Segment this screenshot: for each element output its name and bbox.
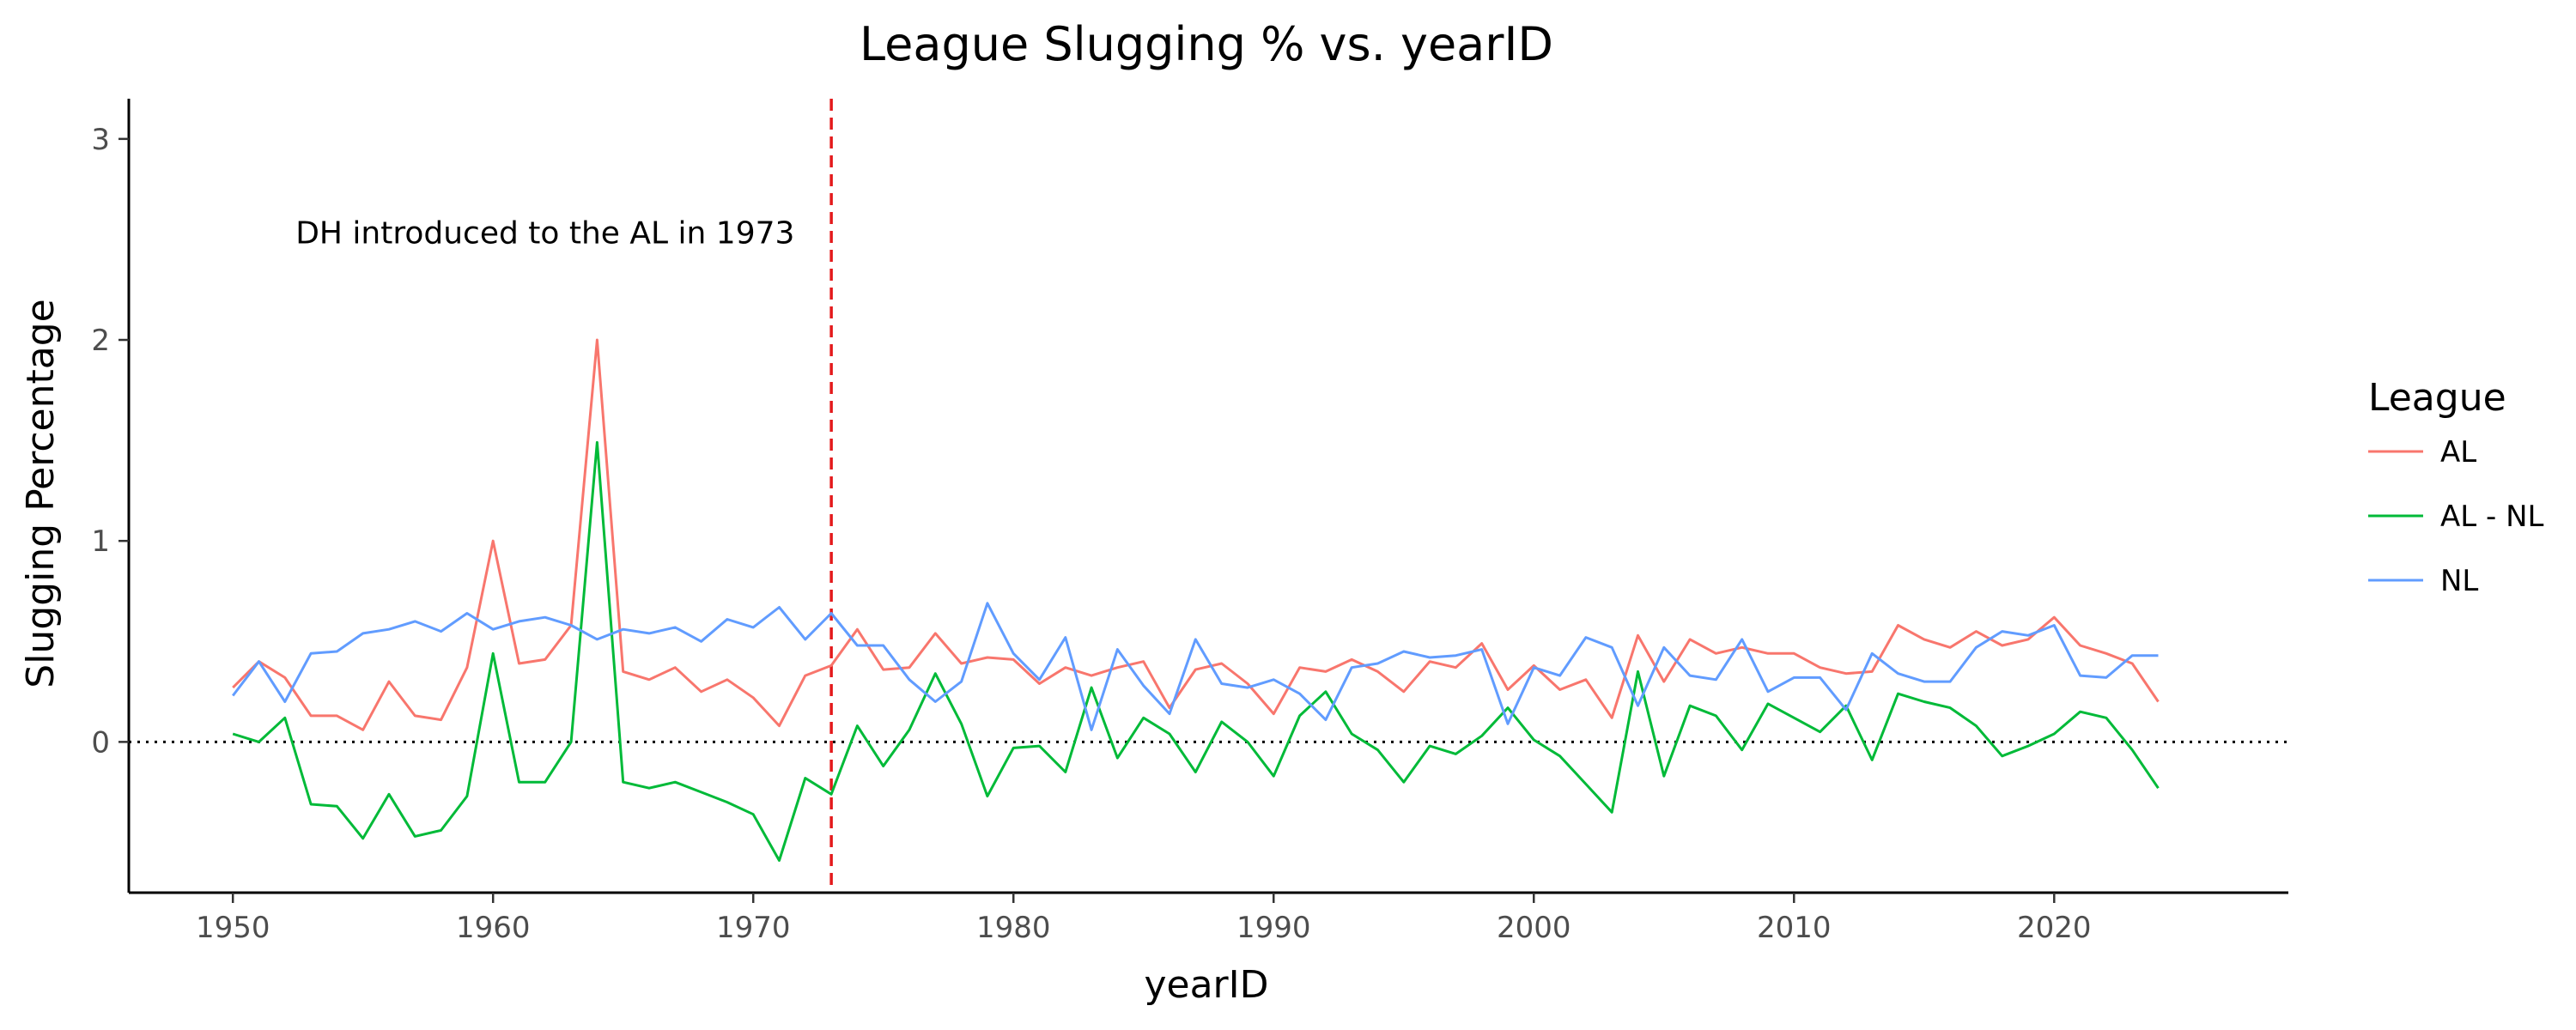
legend-label-nl: NL bbox=[2440, 564, 2478, 598]
legend-label-al: AL bbox=[2440, 435, 2476, 470]
x-axis-title: yearID bbox=[1144, 963, 1268, 1007]
x-tick-label: 1990 bbox=[1236, 911, 1311, 945]
annotation-dh-note: DH introduced to the AL in 1973 bbox=[295, 216, 794, 251]
x-tick-label: 2000 bbox=[1497, 911, 1571, 945]
chart-title: League Slugging % vs. yearID bbox=[860, 17, 1553, 71]
y-tick-label: 3 bbox=[91, 123, 110, 157]
legend-label-al-nl: AL - NL bbox=[2440, 500, 2544, 534]
y-tick-label: 2 bbox=[91, 324, 110, 358]
y-axis-title: Slugging Percentage bbox=[19, 299, 63, 688]
y-tick-label: 0 bbox=[91, 725, 110, 760]
x-tick-label: 2010 bbox=[1757, 911, 1832, 945]
series-line-al-nl bbox=[232, 440, 2160, 862]
x-tick-label: 1960 bbox=[456, 911, 531, 945]
x-tick-label: 2020 bbox=[2017, 911, 2092, 945]
series-line-al bbox=[232, 338, 2160, 731]
x-tick-label: 1970 bbox=[716, 911, 791, 945]
x-tick-label: 1950 bbox=[196, 911, 270, 945]
legend: League AL AL - NL NL bbox=[2368, 376, 2544, 598]
y-tick-label: 1 bbox=[91, 524, 110, 559]
x-tick-label: 1980 bbox=[976, 911, 1051, 945]
series-line-nl bbox=[232, 602, 2159, 731]
plot-area: 1950 1960 1970 1980 1990 2000 2010 2020 0 1 2 3 DH i… bbox=[91, 99, 2288, 945]
legend-title: League bbox=[2368, 376, 2506, 420]
